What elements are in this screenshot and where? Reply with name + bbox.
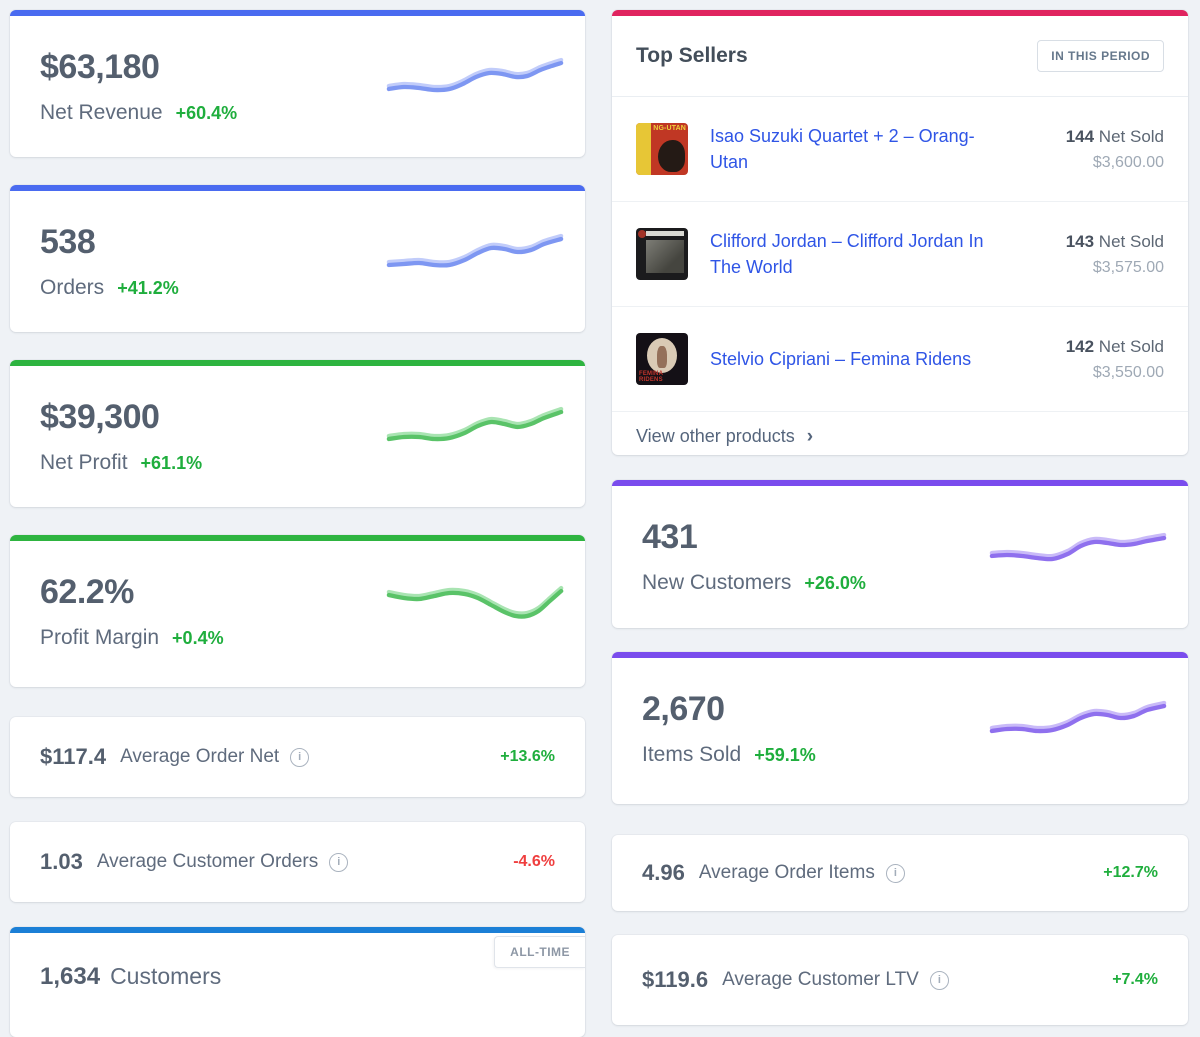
profit-margin-value: 62.2% bbox=[40, 573, 134, 611]
orders-value: 538 bbox=[40, 223, 96, 261]
orders-sparkline bbox=[386, 233, 564, 268]
top-seller-row: NG-UTAN Isao Suzuki Quartet + 2 – Orang-… bbox=[612, 97, 1188, 202]
items-sold-value: 2,670 bbox=[642, 690, 725, 728]
album-cover-orang-utan[interactable]: NG-UTAN bbox=[636, 123, 688, 175]
product-link[interactable]: Isao Suzuki Quartet + 2 – Orang-Utan bbox=[710, 125, 975, 172]
profit-margin-sparkline bbox=[386, 585, 564, 619]
top-seller-row: FEMINA RIDENS Stelvio Cipriani – Femina … bbox=[612, 307, 1188, 412]
average-customer-orders-label: Average Customer Orders bbox=[96, 851, 319, 872]
customers-value: 1,634 bbox=[40, 963, 101, 990]
profit-margin-card: 62.2% Profit Margin +0.4% bbox=[10, 535, 585, 687]
net-revenue-card: $63,180 Net Revenue +60.4% bbox=[10, 10, 585, 157]
net-revenue-label: Net Revenue bbox=[40, 101, 163, 124]
items-sold-card: 2,670 Items Sold +59.1% bbox=[612, 652, 1188, 804]
new-customers-value: 431 bbox=[642, 518, 698, 556]
top-seller-row: Clifford Jordan – Clifford Jordan In The… bbox=[612, 202, 1188, 307]
in-this-period-button[interactable]: IN THIS PERIOD bbox=[1037, 40, 1164, 72]
net-profit-card: $39,300 Net Profit +61.1% bbox=[10, 360, 585, 507]
product-link[interactable]: Stelvio Cipriani – Femina Ridens bbox=[710, 348, 972, 369]
average-order-items-value: 4.96 bbox=[642, 860, 685, 885]
net-sold-amount: $3,575.00 bbox=[1092, 258, 1164, 276]
average-order-net-card: $117.4 Average Order Net i +13.6% bbox=[10, 717, 585, 797]
view-other-products-link[interactable]: View other products › bbox=[612, 412, 1188, 461]
items-sold-delta: +59.1% bbox=[754, 745, 816, 765]
product-stats: 144 Net Sold $3,600.00 bbox=[1066, 127, 1164, 172]
average-customer-orders-delta: -4.6% bbox=[513, 853, 555, 870]
net-revenue-sparkline bbox=[386, 57, 564, 93]
all-time-badge[interactable]: ALL-TIME bbox=[494, 936, 585, 968]
average-order-items-card: 4.96 Average Order Items i +12.7% bbox=[612, 835, 1188, 911]
items-sold-sparkline bbox=[989, 700, 1167, 734]
top-sellers-header: Top Sellers IN THIS PERIOD bbox=[612, 16, 1188, 97]
average-order-net-value: $117.4 bbox=[40, 744, 107, 769]
orders-label: Orders bbox=[40, 276, 105, 299]
info-icon[interactable]: i bbox=[329, 852, 349, 872]
profit-margin-label: Profit Margin bbox=[40, 626, 160, 649]
album-figure bbox=[657, 346, 667, 368]
album-badge-dot bbox=[638, 230, 646, 238]
items-sold-label: Items Sold bbox=[642, 743, 742, 766]
info-icon[interactable]: i bbox=[290, 747, 310, 767]
new-customers-sparkline bbox=[989, 532, 1167, 562]
net-sold-label: Net Sold bbox=[1098, 336, 1164, 356]
album-cover-title-text: FEMINA RIDENS bbox=[639, 371, 663, 383]
net-profit-label: Net Profit bbox=[40, 451, 128, 474]
net-sold-value: 144 bbox=[1065, 126, 1095, 146]
average-order-items-delta: +12.7% bbox=[1103, 864, 1158, 881]
album-cover-clifford-jordan[interactable] bbox=[636, 228, 688, 280]
info-icon[interactable]: i bbox=[885, 863, 905, 883]
new-customers-label: New Customers bbox=[642, 571, 792, 594]
top-sellers-title: Top Sellers bbox=[636, 44, 748, 67]
view-other-products-label: View other products bbox=[636, 426, 795, 446]
average-customer-ltv-label: Average Customer LTV bbox=[722, 969, 919, 990]
album-obi-strip bbox=[636, 123, 651, 175]
new-customers-delta: +26.0% bbox=[804, 573, 866, 593]
average-order-net-delta: +13.6% bbox=[500, 748, 555, 765]
album-title-bar bbox=[646, 231, 684, 236]
average-customer-orders-value: 1.03 bbox=[40, 849, 83, 874]
average-customer-ltv-card: $119.6 Average Customer LTV i +7.4% bbox=[612, 935, 1188, 1025]
top-sellers-card: Top Sellers IN THIS PERIOD NG-UTAN Isao … bbox=[612, 10, 1188, 455]
orders-delta: +41.2% bbox=[117, 278, 179, 298]
average-customer-ltv-delta: +7.4% bbox=[1112, 971, 1158, 988]
net-sold-value: 143 bbox=[1065, 231, 1095, 251]
net-profit-sparkline bbox=[386, 406, 564, 442]
net-profit-value: $39,300 bbox=[40, 398, 160, 436]
average-order-items-label: Average Order Items bbox=[698, 862, 875, 883]
gorilla-silhouette bbox=[658, 140, 685, 172]
net-profit-delta: +61.1% bbox=[140, 453, 203, 473]
info-icon[interactable]: i bbox=[929, 970, 949, 990]
new-customers-card: 431 New Customers +26.0% bbox=[612, 480, 1188, 628]
customers-card: 1,634 Customers ALL-TIME bbox=[10, 927, 585, 1037]
chevron-right-icon: › bbox=[806, 426, 814, 447]
net-sold-amount: $3,550.00 bbox=[1092, 363, 1164, 381]
orders-card: 538 Orders +41.2% bbox=[10, 185, 585, 332]
product-stats: 143 Net Sold $3,575.00 bbox=[1066, 232, 1164, 277]
average-customer-ltv-value: $119.6 bbox=[642, 967, 709, 992]
profit-margin-delta: +0.4% bbox=[172, 628, 224, 648]
net-sold-amount: $3,600.00 bbox=[1092, 153, 1164, 171]
net-sold-label: Net Sold bbox=[1098, 231, 1164, 251]
average-order-net-label: Average Order Net bbox=[120, 746, 280, 767]
product-link[interactable]: Clifford Jordan – Clifford Jordan In The… bbox=[710, 230, 984, 277]
net-sold-value: 142 bbox=[1065, 336, 1095, 356]
product-stats: 142 Net Sold $3,550.00 bbox=[1066, 337, 1164, 382]
net-revenue-value: $63,180 bbox=[40, 48, 160, 86]
average-customer-orders-card: 1.03 Average Customer Orders i -4.6% bbox=[10, 822, 585, 902]
net-sold-label: Net Sold bbox=[1098, 126, 1164, 146]
album-cover-title-text: NG-UTAN bbox=[653, 125, 686, 132]
album-photo bbox=[646, 240, 684, 273]
album-cover-femina-ridens[interactable]: FEMINA RIDENS bbox=[636, 333, 688, 385]
customers-label: Customers bbox=[110, 963, 222, 989]
net-revenue-delta: +60.4% bbox=[175, 103, 238, 123]
